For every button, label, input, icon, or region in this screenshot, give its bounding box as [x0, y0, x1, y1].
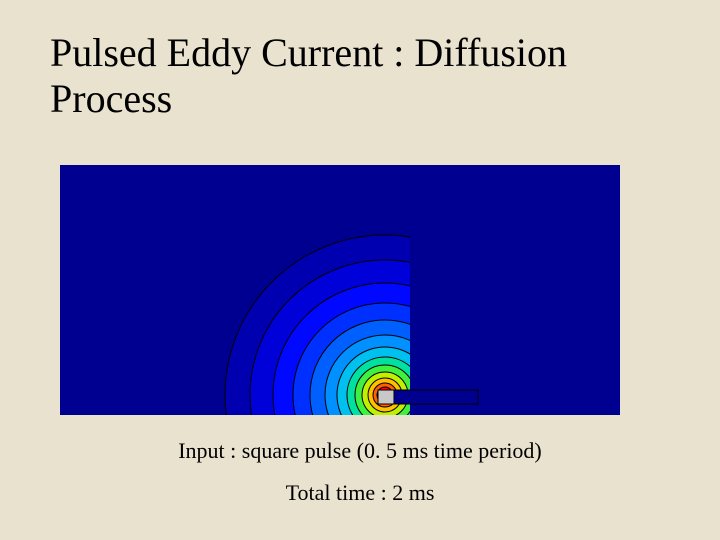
diffusion-figure [60, 165, 620, 415]
slide-title: Pulsed Eddy Current : Diffusion Process [50, 30, 670, 122]
contour-svg [60, 165, 620, 415]
slide: Pulsed Eddy Current : Diffusion Process … [0, 0, 720, 540]
caption-input: Input : square pulse (0. 5 ms time perio… [0, 438, 720, 464]
caption-total-time: Total time : 2 ms [0, 480, 720, 506]
